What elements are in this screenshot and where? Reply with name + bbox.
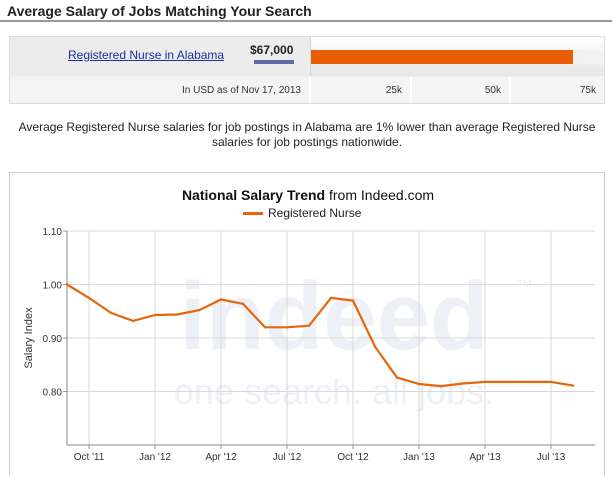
x-tick-label: Jul '12 — [273, 452, 302, 463]
x-tick-label: Oct '12 — [337, 452, 369, 463]
salary-bar-area — [311, 37, 604, 76]
data-point — [131, 319, 135, 323]
y-tick-label: 1.00 — [43, 281, 63, 292]
data-point — [329, 296, 333, 300]
y-tick-label: 0.90 — [43, 334, 63, 345]
data-point — [461, 382, 465, 385]
y-tick-label: 1.10 — [43, 227, 63, 238]
data-point — [417, 382, 421, 386]
data-point — [175, 313, 179, 316]
x-tick-label: Apr '13 — [469, 452, 501, 463]
data-point — [527, 380, 531, 384]
job-title-link[interactable]: Registered Nurse in Alabama — [68, 48, 225, 62]
scale-cell-75k: 75k — [511, 77, 604, 103]
data-point — [241, 302, 245, 305]
x-tick-label: Jul '13 — [537, 452, 566, 463]
section-title: Average Salary of Jobs Matching Your Sea… — [7, 3, 312, 19]
salary-box: Registered Nurse in Alabama $67,000 In U… — [9, 36, 605, 104]
data-point — [351, 299, 355, 302]
scale-label-75k: 75k — [579, 85, 596, 96]
data-point — [439, 384, 443, 388]
y-axis-label: Salary Index — [23, 307, 35, 369]
data-point — [571, 384, 575, 387]
x-tick-label: Jan '13 — [403, 452, 435, 463]
chart-title: National Salary Trend from Indeed.com — [10, 187, 606, 203]
series-line-registered-nurse — [66, 283, 574, 388]
data-point — [219, 298, 223, 301]
x-tick-label: Oct '11 — [74, 452, 105, 463]
chart-title-source: from Indeed.com — [329, 187, 435, 203]
data-point — [483, 380, 487, 384]
scale-label-25k: 25k — [385, 85, 402, 96]
data-point — [549, 380, 553, 384]
data-point — [373, 345, 377, 348]
data-point — [87, 296, 91, 300]
data-point — [65, 283, 69, 286]
data-point — [109, 311, 113, 315]
data-point — [395, 376, 399, 379]
salary-underline — [254, 60, 294, 64]
data-point — [285, 326, 289, 329]
salary-bar — [311, 50, 573, 64]
data-point — [263, 326, 267, 329]
data-point — [505, 380, 509, 384]
legend-swatch — [243, 212, 263, 215]
data-point — [197, 308, 201, 312]
salary-scale-row: In USD as of Nov 17, 2013 25k 50k 75k — [10, 77, 604, 103]
x-tick-label: Apr '12 — [205, 452, 237, 463]
salary-comparison-text: Average Registered Nurse salaries for jo… — [18, 120, 596, 149]
as-of-note-cell: In USD as of Nov 17, 2013 — [10, 77, 311, 103]
scale-cell-50k: 50k — [412, 77, 511, 103]
scale-cell-25k: 25k — [311, 77, 412, 103]
scale-label-50k: 50k — [484, 85, 501, 96]
data-point — [153, 313, 157, 317]
data-point — [307, 324, 311, 327]
x-tick-label: Jan '12 — [139, 452, 171, 463]
legend-label: Registered Nurse — [268, 206, 362, 220]
job-cell: Registered Nurse in Alabama $67,000 — [10, 37, 311, 76]
chart-title-bold: National Salary Trend — [181, 187, 326, 203]
salary-amount: $67,000 — [250, 43, 294, 57]
as-of-note: In USD as of Nov 17, 2013 — [182, 85, 301, 96]
y-tick-label: 0.80 — [43, 388, 63, 399]
watermark-brand: indeed — [179, 263, 488, 370]
salary-trend-panel: National Salary Trend from Indeed.com Re… — [9, 172, 605, 476]
section-heading: Average Salary of Jobs Matching Your Sea… — [0, 0, 612, 22]
